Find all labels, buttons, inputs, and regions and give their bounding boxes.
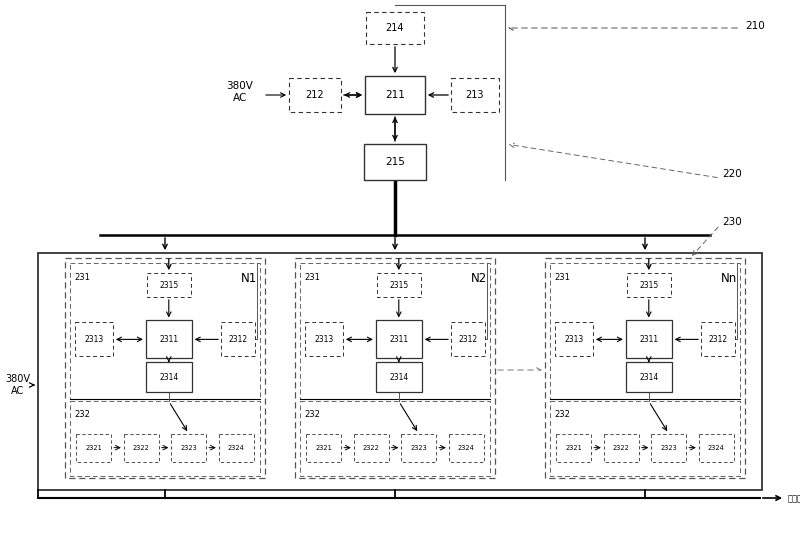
Bar (451, 78, 499, 112)
Text: 2323: 2323 (410, 444, 427, 451)
Bar (627, 273, 670, 297)
Bar (550, 401, 740, 476)
Bar (376, 320, 422, 359)
Bar (300, 401, 490, 476)
Bar (377, 273, 421, 297)
Text: 2314: 2314 (639, 373, 658, 382)
Bar (626, 320, 672, 359)
Text: 232: 232 (554, 410, 570, 420)
Bar (545, 258, 745, 478)
Text: 213: 213 (466, 90, 484, 100)
Text: 2315: 2315 (639, 280, 658, 289)
Bar (65, 258, 265, 478)
Text: 2314: 2314 (389, 373, 409, 382)
Text: 2324: 2324 (228, 444, 245, 451)
Text: 2314: 2314 (159, 373, 178, 382)
Text: 2312: 2312 (229, 335, 247, 344)
Bar (38, 253, 762, 490)
Bar (305, 322, 343, 356)
Bar (354, 434, 389, 462)
Text: 2311: 2311 (159, 335, 178, 344)
Text: 等离子负载线: 等离子负载线 (788, 495, 800, 503)
Text: 231: 231 (554, 273, 570, 282)
Text: 2313: 2313 (84, 335, 104, 344)
Bar (701, 322, 735, 356)
Text: 2323: 2323 (180, 444, 197, 451)
Bar (376, 362, 422, 393)
Bar (147, 273, 191, 297)
Bar (366, 12, 424, 44)
Text: 380V
AC: 380V AC (6, 374, 30, 396)
Bar (626, 362, 672, 393)
Text: 2322: 2322 (613, 444, 630, 451)
Text: 232: 232 (74, 410, 90, 420)
Bar (449, 434, 484, 462)
Bar (300, 263, 490, 400)
Bar (146, 320, 192, 359)
Text: 220: 220 (722, 169, 742, 179)
Bar (76, 434, 111, 462)
Text: 2323: 2323 (660, 444, 677, 451)
Text: 2313: 2313 (564, 335, 584, 344)
Bar (124, 434, 158, 462)
Text: 2322: 2322 (133, 444, 150, 451)
Text: 2321: 2321 (86, 444, 102, 451)
Bar (70, 401, 260, 476)
Text: 231: 231 (304, 273, 320, 282)
Bar (402, 434, 436, 462)
Text: N2: N2 (470, 272, 487, 285)
Text: 2312: 2312 (458, 335, 478, 344)
Bar (171, 434, 206, 462)
Text: 2324: 2324 (458, 444, 474, 451)
Bar (451, 322, 485, 356)
Text: 2312: 2312 (709, 335, 727, 344)
Text: 2321: 2321 (315, 444, 332, 451)
Bar (295, 258, 495, 478)
Bar (556, 434, 591, 462)
Bar (550, 263, 740, 400)
Bar (651, 434, 686, 462)
Text: 210: 210 (745, 21, 765, 31)
Text: 2324: 2324 (708, 444, 725, 451)
Bar (365, 76, 425, 114)
Bar (146, 362, 192, 393)
Bar (364, 144, 426, 180)
Bar (698, 434, 734, 462)
Bar (221, 322, 255, 356)
Bar (555, 322, 593, 356)
Bar (604, 434, 638, 462)
Bar (218, 434, 254, 462)
Text: 2313: 2313 (314, 335, 334, 344)
Text: 2315: 2315 (159, 280, 178, 289)
Text: N1: N1 (241, 272, 257, 285)
Bar (306, 434, 342, 462)
Text: 2311: 2311 (639, 335, 658, 344)
Text: 230: 230 (722, 217, 742, 227)
Text: 232: 232 (304, 410, 320, 420)
Text: Nn: Nn (721, 272, 737, 285)
Bar (75, 322, 113, 356)
Text: 2322: 2322 (363, 444, 380, 451)
Text: 2311: 2311 (390, 335, 408, 344)
Text: 214: 214 (386, 23, 404, 33)
Bar (289, 78, 341, 112)
Bar (70, 263, 260, 400)
Text: 212: 212 (306, 90, 324, 100)
Text: 215: 215 (385, 157, 405, 167)
Text: 2315: 2315 (389, 280, 409, 289)
Text: 2321: 2321 (566, 444, 582, 451)
Text: 231: 231 (74, 273, 90, 282)
Text: 380V
AC: 380V AC (226, 81, 254, 103)
Text: 211: 211 (385, 90, 405, 100)
